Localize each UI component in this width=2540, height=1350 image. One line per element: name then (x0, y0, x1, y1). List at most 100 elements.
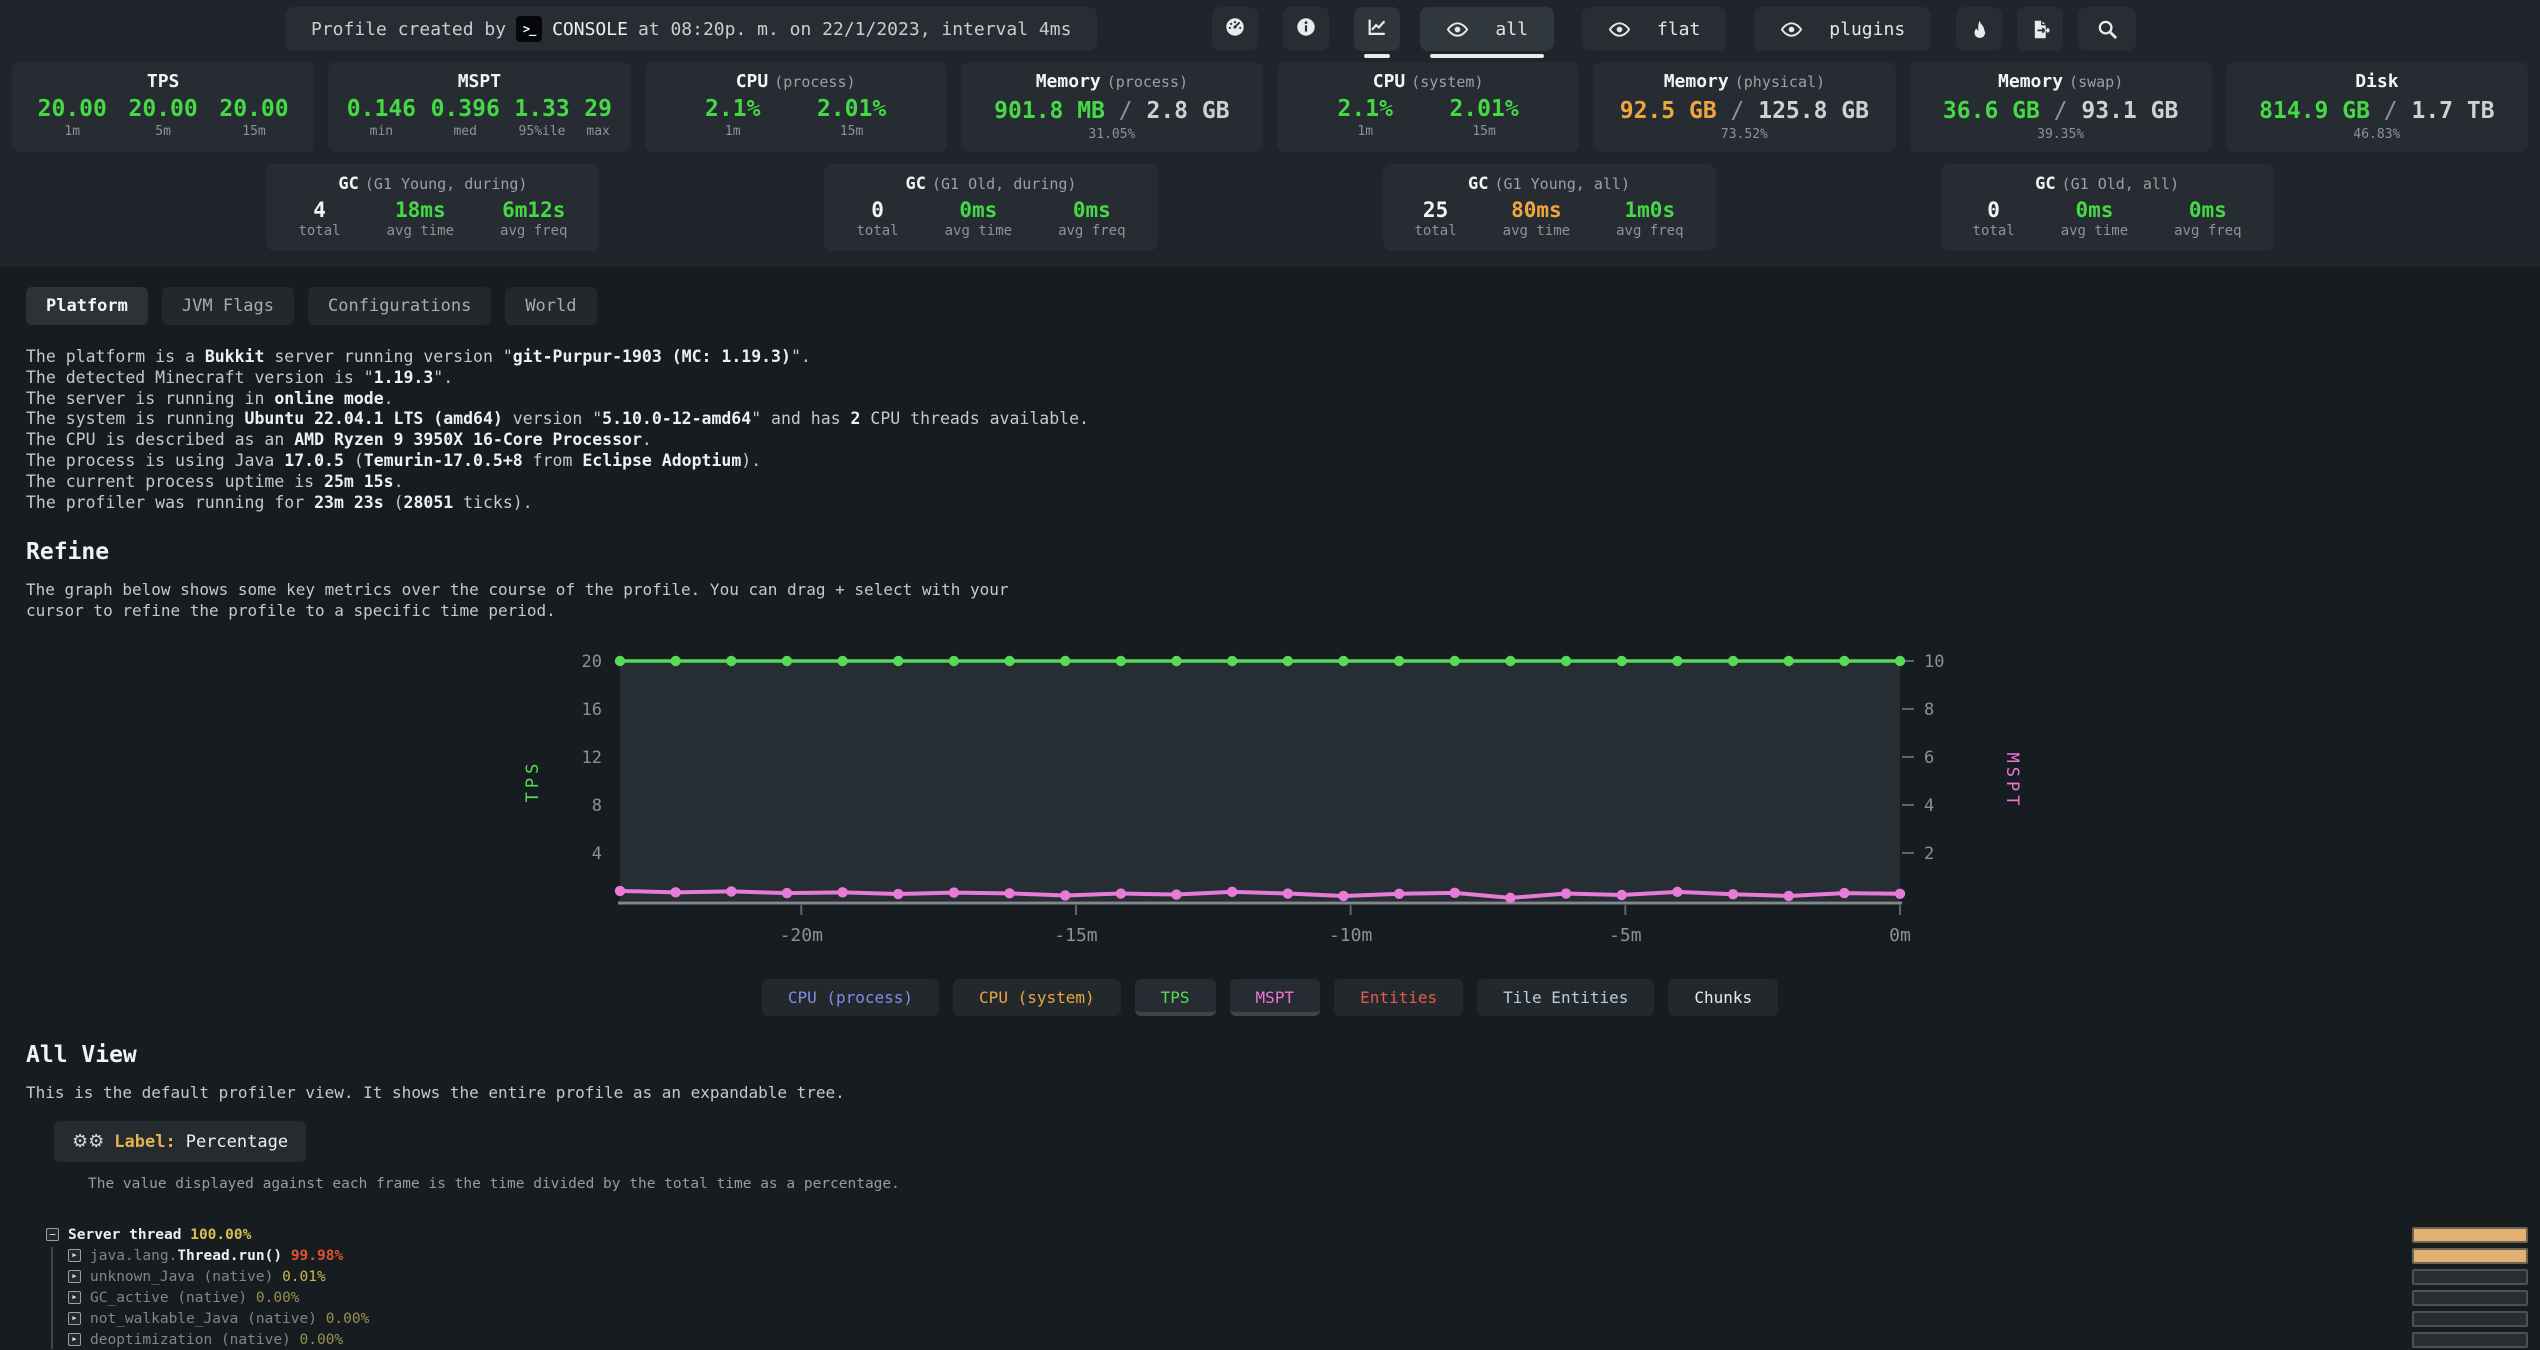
view-button-label: flat (1656, 18, 1701, 40)
tree-row[interactable]: − Server thread 100.00% (46, 1224, 2540, 1245)
tree-row-label: GC_active (native) 0.00% (90, 1290, 300, 1306)
left-axis-tick: 20 (582, 652, 602, 672)
series-point-mspt (1783, 891, 1794, 902)
tree-row-content: ▶ unknown_Java (native) 0.01% (46, 1269, 2412, 1285)
gc-values: 4 total 18ms avg time 6m12s avg freq (298, 198, 567, 239)
gc-title: GC (G1 Young, during) (298, 174, 567, 194)
tab-configurations[interactable]: Configurations (308, 287, 492, 325)
series-point-tps (614, 656, 626, 667)
stat-cell: 0.396 med (431, 96, 500, 139)
usage-percent: 31.05% (1088, 127, 1136, 142)
tree-row-label: not_walkable_Java (native) 0.00% (90, 1311, 369, 1327)
stat-value: 2.1% (705, 96, 761, 122)
gc-box--g1-young-during-: GC (G1 Young, during) 4 total 18ms avg time 6m… (266, 164, 600, 251)
gc-title-main: GC (338, 174, 359, 194)
stat-values: 20.00 1m 20.00 5m 20.00 15m (16, 96, 310, 139)
view-button-all[interactable]: all (1420, 7, 1554, 58)
percentage-bar (2412, 1268, 2528, 1285)
legend-button-tps[interactable]: TPS (1134, 979, 1216, 1017)
gc-box--g1-old-during-: GC (G1 Old, during) 0 total 0ms avg time 0ms av… (824, 164, 1158, 251)
tree-row[interactable]: ▶ unknown_Java (native) 0.01% (46, 1266, 2540, 1287)
series-point-tps (1894, 656, 1906, 667)
platform-text: The profiler was running for (26, 492, 315, 512)
gc-value: 0ms (2075, 198, 2114, 222)
tab-jvm-flags[interactable]: JVM Flags (161, 287, 295, 325)
gc-values: 0 total 0ms avg time 0ms avg freq (856, 198, 1125, 239)
gc-caption: avg freq (1616, 223, 1684, 239)
expand-icon[interactable]: ▶ (68, 1291, 81, 1305)
profile-title-prefix: Profile created by (311, 18, 507, 40)
tree-row[interactable]: ▶ GC_active (native) 0.00% (46, 1287, 2540, 1308)
legend-button-entities[interactable]: Entities (1334, 979, 1464, 1017)
usage-total: 125.8 GB (1758, 98, 1869, 124)
collapse-icon[interactable]: − (46, 1228, 59, 1242)
label-key: Label: (114, 1131, 176, 1152)
platform-line: The detected Minecraft version is "1.19.… (26, 368, 2540, 389)
usage-used: 92.5 GB (1619, 98, 1717, 124)
legend-button-chunks[interactable]: Chunks (1668, 979, 1779, 1017)
gauge-button[interactable] (1212, 7, 1259, 51)
stat-cell: 2.01% 15m (817, 96, 886, 139)
gc-title: GC (G1 Old, all) (1973, 174, 2242, 194)
top-panel: Profile created by >_ CONSOLE at 08:20p.… (0, 0, 2540, 267)
stat-title: CPU (process) (649, 71, 943, 92)
chart-button[interactable] (1354, 7, 1401, 58)
allview-heading: All View (26, 1042, 137, 1069)
view-button-plugins[interactable]: plugins (1754, 7, 1932, 51)
search-button[interactable] (2078, 7, 2137, 51)
legend-button-cpu-system-[interactable]: CPU (system) (953, 979, 1121, 1017)
stat-title-main: Memory (1035, 71, 1101, 92)
profile-tree: − Server thread 100.00% ▶ java.lang.Thread.… (46, 1224, 2540, 1350)
info-button[interactable] (1283, 7, 1330, 51)
stat-value: 20.00 (37, 96, 107, 122)
platform-text: git-Purpur-1903 (MC: 1.19.3) (512, 347, 791, 366)
tree-row[interactable]: ▶ java.lang.Thread.run() 99.98% (46, 1245, 2540, 1266)
gc-cell: 0 total (856, 198, 898, 239)
view-button-flat[interactable]: flat (1581, 7, 1727, 51)
tab-world[interactable]: World (505, 287, 597, 325)
series-point-mspt (1282, 888, 1294, 900)
platform-text: CPU threads available. (860, 409, 1089, 429)
tree-text-segment: 0.00% (325, 1310, 370, 1327)
gc-cell: 6m12s avg freq (500, 198, 567, 239)
expand-icon[interactable]: ▶ (68, 1333, 81, 1347)
gc-value: 0 (1987, 198, 2000, 222)
legend-button-cpu-process-[interactable]: CPU (process) (761, 979, 940, 1017)
right-axis-tick: 6 (1924, 748, 1934, 768)
export-button[interactable] (2017, 7, 2064, 51)
expand-icon[interactable]: ▶ (68, 1270, 81, 1284)
gc-value: 0ms (1072, 198, 1111, 222)
series-point-mspt (1004, 888, 1015, 899)
stat-values: 2.1% 1m 2.01% 15m (649, 96, 943, 139)
tree-row[interactable]: ▶ not_walkable_Java (native) 0.00% (46, 1308, 2540, 1329)
legend-button-mspt[interactable]: MSPT (1229, 979, 1321, 1017)
usage-separator: / (1104, 98, 1147, 124)
usage-separator: / (2039, 98, 2082, 124)
label-mode-selector[interactable]: ⚙⚙ Label: Percentage (54, 1121, 307, 1163)
series-point-mspt (1560, 888, 1572, 900)
tree-text-segment: java.lang. (90, 1247, 178, 1264)
series-point-mspt (670, 887, 681, 898)
stat-value: 1.33 (514, 96, 570, 122)
expand-icon[interactable]: ▶ (68, 1312, 81, 1326)
percentage-bar (2412, 1226, 2528, 1243)
gc-title-sub: (G1 Old, during) (931, 175, 1077, 193)
series-point-tps (1449, 656, 1460, 667)
platform-text: 1.19.3 (373, 367, 434, 387)
legend-button-tile-entities[interactable]: Tile Entities (1477, 979, 1655, 1017)
x-axis-tick: -20m (780, 925, 823, 946)
gc-value: 25 (1422, 198, 1449, 222)
platform-text: AMD Ryzen 9 3950X 16-Core Processor (294, 430, 642, 450)
stat-title: TPS (16, 71, 310, 92)
tree-connector-line (51, 1247, 53, 1350)
usage-used: 36.6 GB (1942, 98, 2040, 124)
expand-icon[interactable]: ▶ (68, 1249, 81, 1263)
series-point-tps (1060, 656, 1071, 667)
flame-button[interactable] (1956, 7, 2003, 51)
tab-platform[interactable]: Platform (26, 287, 148, 325)
platform-line: The CPU is described as an AMD Ryzen 9 3… (26, 430, 2540, 451)
tree-row[interactable]: ▶ deoptimization (native) 0.00% (46, 1329, 2540, 1350)
view-button-label: plugins (1829, 18, 1906, 40)
gauge-icon (1224, 16, 1246, 42)
